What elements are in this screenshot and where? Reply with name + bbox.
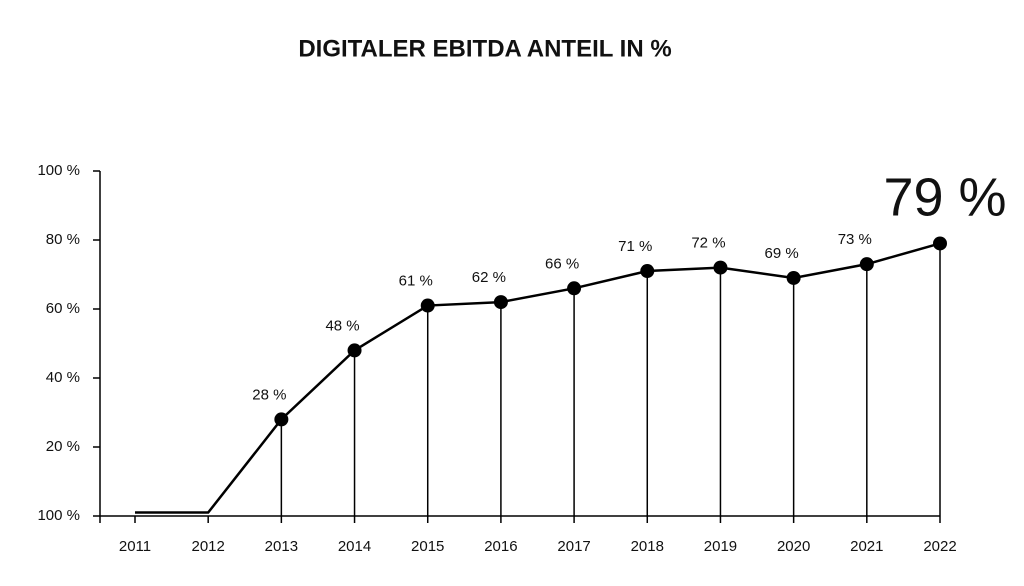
chart-title: DIGITALER EBITDA ANTEIL IN % <box>298 35 671 62</box>
x-tick-label: 2022 <box>923 538 956 555</box>
marker <box>713 260 728 275</box>
data-label: 28 % <box>252 386 286 403</box>
x-tick-label: 2012 <box>191 538 224 555</box>
x-tick-label: 2017 <box>557 538 590 555</box>
x-tick-label: 2018 <box>631 538 664 555</box>
data-label: 73 % <box>838 231 872 248</box>
data-label: 79 % <box>883 168 1006 228</box>
y-tick-label: 40 % <box>46 369 80 386</box>
marker <box>420 298 435 313</box>
x-tick-label: 2020 <box>777 538 810 555</box>
data-label: 48 % <box>325 317 359 334</box>
x-tick-label: 2014 <box>338 538 371 555</box>
marker <box>933 236 947 251</box>
x-tick-label: 2013 <box>265 538 298 555</box>
data-label: 71 % <box>618 238 652 255</box>
x-tick-label: 2021 <box>850 538 883 555</box>
y-tick-label: 100 % <box>37 162 80 179</box>
marker <box>274 412 289 427</box>
data-label: 72 % <box>691 235 725 252</box>
y-tick-label: 80 % <box>46 231 80 248</box>
x-tick-label: 2019 <box>704 538 737 555</box>
x-tick-label: 2015 <box>411 538 444 555</box>
data-label: 66 % <box>545 255 579 272</box>
marker <box>493 295 508 310</box>
line <box>135 242 941 514</box>
y-tick-label: 60 % <box>46 300 80 317</box>
x-tick-label: 2016 <box>484 538 517 555</box>
data-label: 61 % <box>399 273 433 290</box>
y-tick-label: 20 % <box>46 438 80 455</box>
marker <box>786 270 801 285</box>
marker <box>640 264 655 279</box>
marker <box>567 281 582 296</box>
y-tick-label: 100 % <box>37 507 80 524</box>
x-tick-label: 2011 <box>119 538 151 555</box>
data-label: 69 % <box>765 245 799 262</box>
marker <box>859 257 874 272</box>
data-label: 62 % <box>472 269 506 286</box>
marker <box>347 343 362 358</box>
